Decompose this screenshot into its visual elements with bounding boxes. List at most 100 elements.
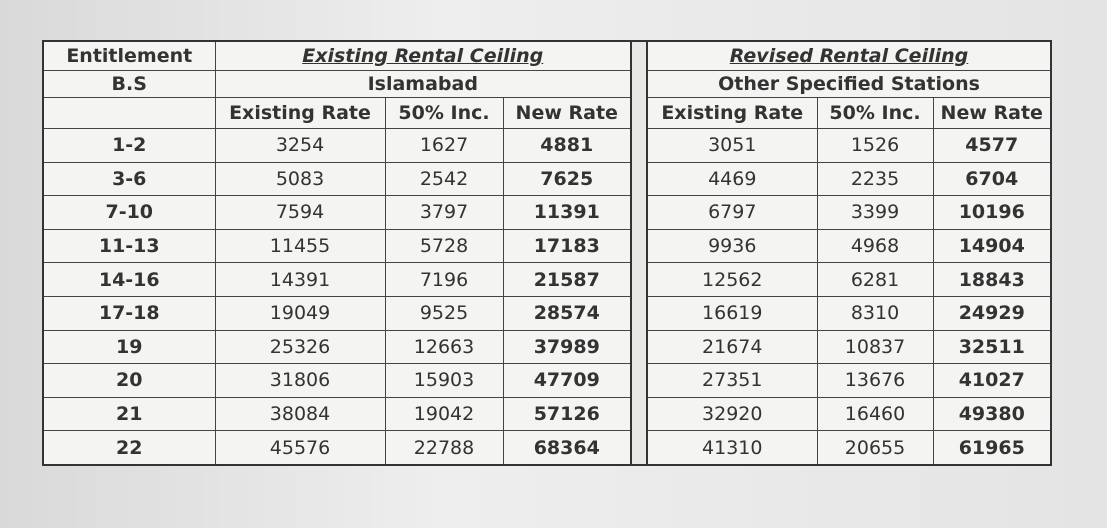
grade-cell: 3-6 — [42, 161, 216, 197]
rate-cell: 18843 — [932, 262, 1052, 297]
column-header: 50% Inc. — [816, 97, 934, 129]
rate-cell: 12663 — [384, 329, 504, 365]
divider — [630, 40, 648, 466]
grade-cell: 14-16 — [42, 262, 216, 297]
rate-cell: 9936 — [646, 228, 818, 264]
rate-cell: 61965 — [932, 430, 1052, 466]
data-row: 3-6 5083 2542 7625 4469 2235 6704 — [42, 161, 1052, 197]
rate-cell: 8310 — [816, 295, 934, 331]
rate-cell: 5728 — [384, 228, 504, 264]
rate-cell: 41027 — [932, 363, 1052, 398]
header-cell: B.S — [42, 70, 216, 98]
column-header: New Rate — [932, 97, 1052, 129]
data-row: 20 31806 15903 47709 27351 13676 41027 — [42, 363, 1052, 398]
data-row: 19 25326 12663 37989 21674 10837 32511 — [42, 329, 1052, 365]
data-row: 11-13 11455 5728 17183 9936 4968 14904 — [42, 228, 1052, 264]
rate-cell: 16460 — [816, 396, 934, 432]
grade-cell: 7-10 — [42, 195, 216, 230]
rate-cell: 37989 — [502, 329, 632, 365]
station: Other Specified Stations — [646, 70, 1052, 98]
rate-cell: 6797 — [646, 195, 818, 230]
rate-cell: 3399 — [816, 195, 934, 230]
column-header: Existing Rate — [646, 97, 818, 129]
rate-cell: 7625 — [502, 161, 632, 197]
rate-cell: 3051 — [646, 128, 818, 163]
rate-cell: 11391 — [502, 195, 632, 230]
grade-cell: 11-13 — [42, 228, 216, 264]
table-container: Entitlement Existing Rental Ceiling Revi… — [42, 40, 1052, 466]
rate-cell: 14904 — [932, 228, 1052, 264]
rate-cell: 4577 — [932, 128, 1052, 163]
rate-cell: 1627 — [384, 128, 504, 163]
group-title: Existing Rental Ceiling — [214, 40, 632, 71]
rate-cell: 27351 — [646, 363, 818, 398]
rate-cell: 12562 — [646, 262, 818, 297]
rate-cell: 13676 — [816, 363, 934, 398]
rate-cell: 22788 — [384, 430, 504, 466]
header-row: B.S Islamabad Other Specified Stations — [42, 70, 1052, 98]
rate-cell: 32511 — [932, 329, 1052, 365]
rent-table: Entitlement Existing Rental Ceiling Revi… — [42, 40, 1052, 466]
rate-cell: 10837 — [816, 329, 934, 365]
station: Islamabad — [214, 70, 632, 98]
rate-cell: 14391 — [214, 262, 386, 297]
rate-cell: 19042 — [384, 396, 504, 432]
rate-cell: 5083 — [214, 161, 386, 197]
rate-cell: 1526 — [816, 128, 934, 163]
rate-cell: 3254 — [214, 128, 386, 163]
rate-cell: 4469 — [646, 161, 818, 197]
rate-cell: 10196 — [932, 195, 1052, 230]
data-row: 14-16 14391 7196 21587 12562 6281 18843 — [42, 262, 1052, 297]
group-title: Revised Rental Ceiling — [646, 40, 1052, 71]
rate-cell: 21587 — [502, 262, 632, 297]
rate-cell: 7594 — [214, 195, 386, 230]
data-row: 1-2 3254 1627 4881 3051 1526 4577 — [42, 128, 1052, 163]
column-header: Existing Rate — [214, 97, 386, 129]
rate-cell: 9525 — [384, 295, 504, 331]
rate-cell: 25326 — [214, 329, 386, 365]
rate-cell: 28574 — [502, 295, 632, 331]
rate-cell: 68364 — [502, 430, 632, 466]
data-row: 17-18 19049 9525 28574 16619 8310 24929 — [42, 295, 1052, 331]
rate-cell: 31806 — [214, 363, 386, 398]
grade-cell: 20 — [42, 363, 216, 398]
rate-cell: 6704 — [932, 161, 1052, 197]
rate-cell: 17183 — [502, 228, 632, 264]
rate-cell: 4968 — [816, 228, 934, 264]
rate-cell: 15903 — [384, 363, 504, 398]
header-row: Existing Rate 50% Inc. New Rate Existing… — [42, 97, 1052, 129]
table-body: Entitlement Existing Rental Ceiling Revi… — [42, 40, 1052, 466]
grade-cell: 22 — [42, 430, 216, 466]
rate-cell: 41310 — [646, 430, 818, 466]
rate-cell: 21674 — [646, 329, 818, 365]
column-header: 50% Inc. — [384, 97, 504, 129]
rate-cell: 6281 — [816, 262, 934, 297]
rate-cell: 57126 — [502, 396, 632, 432]
rate-cell: 7196 — [384, 262, 504, 297]
grade-cell: 19 — [42, 329, 216, 365]
header-row: Entitlement Existing Rental Ceiling Revi… — [42, 40, 1052, 466]
data-row: 21 38084 19042 57126 32920 16460 49380 — [42, 396, 1052, 432]
rate-cell: 2235 — [816, 161, 934, 197]
rate-cell: 4881 — [502, 128, 632, 163]
rate-cell: 2542 — [384, 161, 504, 197]
rate-cell: 24929 — [932, 295, 1052, 331]
data-row: 22 45576 22788 68364 41310 20655 61965 — [42, 430, 1052, 466]
grade-cell: 21 — [42, 396, 216, 432]
rate-cell: 3797 — [384, 195, 504, 230]
rate-cell: 47709 — [502, 363, 632, 398]
header-cell — [42, 97, 216, 129]
grade-cell: 17-18 — [42, 295, 216, 331]
column-header: New Rate — [502, 97, 632, 129]
rate-cell: 32920 — [646, 396, 818, 432]
rate-cell: 20655 — [816, 430, 934, 466]
header-cell: Entitlement — [42, 40, 216, 71]
rate-cell: 45576 — [214, 430, 386, 466]
rate-cell: 38084 — [214, 396, 386, 432]
grade-cell: 1-2 — [42, 128, 216, 163]
rate-cell: 16619 — [646, 295, 818, 331]
rate-cell: 49380 — [932, 396, 1052, 432]
data-row: 7-10 7594 3797 11391 6797 3399 10196 — [42, 195, 1052, 230]
rate-cell: 11455 — [214, 228, 386, 264]
